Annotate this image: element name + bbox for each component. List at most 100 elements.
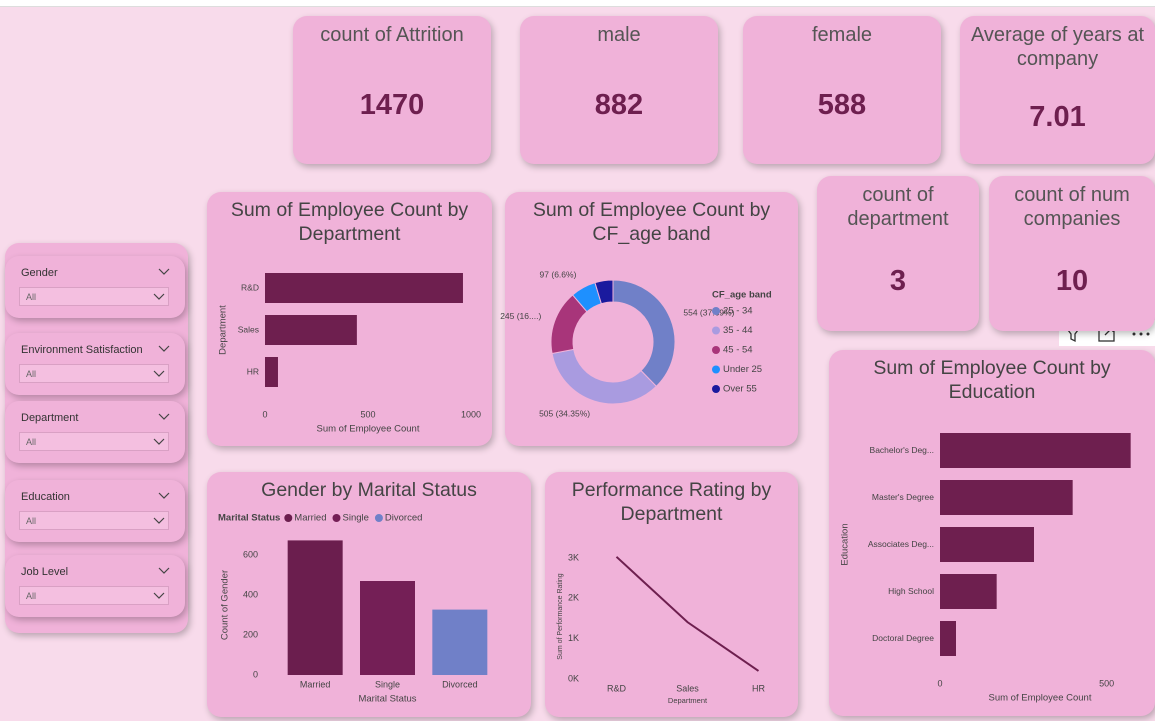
chart: Married Single Divorced 0 200 400 600 Marital S…	[218, 513, 488, 705]
bar	[432, 609, 488, 675]
chevron	[153, 517, 165, 524]
x-tick-label: R&D	[607, 683, 627, 693]
donut-slice	[612, 279, 676, 388]
data-label: 554 (37.69%)	[683, 308, 734, 318]
y-tick-label: 200	[243, 629, 258, 639]
data-label: 505 (34.35%)	[539, 409, 590, 419]
x-tick-label: 500	[1099, 678, 1114, 688]
chevron-path	[158, 268, 170, 275]
legend-marker	[712, 307, 720, 315]
y-tick-label: HR	[247, 366, 259, 376]
chevron-path	[153, 592, 165, 599]
y-tick-label: 0	[253, 669, 258, 679]
bar	[360, 581, 415, 675]
chart: R&D Sales HR 0 500 1000 Sum of Employee Count D…	[218, 273, 481, 435]
legend-marker	[712, 346, 720, 354]
bar	[940, 574, 997, 609]
kpi-card: count of Attrition 1470	[293, 16, 491, 164]
slicer[interactable]: Education All	[5, 480, 185, 542]
data-label: 245 (16....)	[500, 311, 541, 321]
card-title: male	[597, 24, 641, 46]
card-title: count of num companies	[1014, 184, 1130, 230]
kpi-card: Average of years at company 7.01	[960, 16, 1155, 164]
kpi-card: male 882	[520, 16, 718, 164]
slicer-dropdown[interactable]: All	[19, 586, 169, 605]
chevron-path	[153, 438, 165, 445]
card-value: 588	[817, 89, 867, 121]
legend-marker	[374, 514, 383, 522]
slicer[interactable]: Job Level All	[5, 555, 185, 617]
card-value: 1470	[359, 89, 425, 121]
y-axis-title: Education	[840, 523, 851, 565]
x-tick-label: Divorced	[442, 679, 478, 689]
chevron-path	[153, 370, 165, 377]
slicer-dropdown[interactable]: All	[19, 287, 169, 306]
kpi-card: female 588	[743, 16, 941, 164]
chevron	[158, 345, 170, 352]
slicer[interactable]: Department All	[5, 401, 185, 463]
y-tick-label: Sales	[238, 324, 259, 334]
slicer-label: Gender	[21, 267, 58, 279]
bar	[940, 480, 1073, 515]
y-tick-label: 600	[243, 549, 258, 559]
chart-panel: Gender by Marital Status Married Single Div…	[207, 472, 531, 717]
chart-panel: Sum of Employee Count by CF_age band 554 …	[500, 192, 798, 446]
chevron-path	[158, 345, 170, 352]
chevron-path	[158, 413, 170, 420]
chart-title: Sum of Employee Count by Education	[873, 357, 1111, 403]
chart-title: Sum of Employee Count by Department	[230, 199, 469, 245]
slicer-dropdown[interactable]: All	[19, 432, 169, 451]
legend-marker	[712, 385, 720, 393]
ribbon-strip	[0, 0, 1155, 7]
x-tick-label: HR	[752, 683, 765, 693]
chart-panel: Sum of Employee Count by Department R&D Sa…	[207, 192, 492, 446]
slicer-dropdown[interactable]: All	[19, 364, 169, 383]
y-tick-label: 3K	[568, 552, 579, 562]
card-title: Average of years at company	[970, 24, 1145, 70]
legend-label: Over 55	[723, 384, 757, 395]
x-tick-label: 500	[360, 409, 375, 419]
chevron	[153, 438, 165, 445]
chart-title: Sum of Employee Count by CF_age band	[532, 199, 771, 245]
slicer-dropdown[interactable]: All	[19, 511, 169, 530]
chart: Bachelor's Deg... Master's Degree Associat…	[840, 433, 1131, 704]
slicer[interactable]: Gender All	[5, 256, 185, 318]
bar	[940, 527, 1034, 562]
y-tick-label: Doctoral Degree	[872, 633, 934, 643]
legend-marker	[712, 365, 720, 374]
x-tick-label: 0	[937, 678, 942, 688]
y-tick-label: 1K	[568, 633, 579, 643]
legend-title: Marital Status	[218, 513, 280, 524]
y-tick-label: 0K	[568, 673, 579, 683]
chevron-path	[158, 567, 170, 574]
y-tick-label: R&D	[241, 282, 259, 292]
x-tick-label: 0	[262, 409, 267, 419]
kpi-card: count of department 3	[817, 176, 979, 331]
legend-marker	[712, 326, 720, 335]
y-tick-label: Master's Degree	[872, 492, 934, 502]
bar	[940, 621, 956, 656]
slicer[interactable]: Environment Satisfaction All	[5, 333, 185, 395]
x-axis-title: Marital Status	[358, 694, 416, 705]
x-tick-label: 1000	[461, 409, 481, 419]
slicer-label: Job Level	[21, 566, 69, 578]
chevron-path	[153, 293, 165, 300]
chart: 554 (37.69%) 505 (34.35%) 245 (16....) 97 (…	[500, 270, 772, 419]
legend-label: Married	[294, 513, 326, 524]
x-tick-label: Married	[300, 679, 331, 689]
y-axis-title: Count of Gender	[220, 570, 231, 640]
chevron	[153, 293, 165, 300]
chevron	[153, 370, 165, 377]
chevron-path	[153, 517, 165, 524]
chevron-path	[158, 492, 170, 499]
y-axis-title: Sum of Performance Rating	[557, 573, 564, 659]
legend-label: Single	[343, 513, 369, 524]
line	[615, 556, 760, 672]
slicer-label: Education	[21, 491, 70, 503]
data-label: 97 (6.6%)	[540, 270, 577, 280]
more-icon[interactable]	[1132, 332, 1150, 336]
chart-title: Performance Rating by Department	[571, 479, 772, 525]
bar	[287, 540, 343, 675]
legend-label: 35 - 44	[723, 325, 753, 336]
bar	[265, 273, 463, 303]
